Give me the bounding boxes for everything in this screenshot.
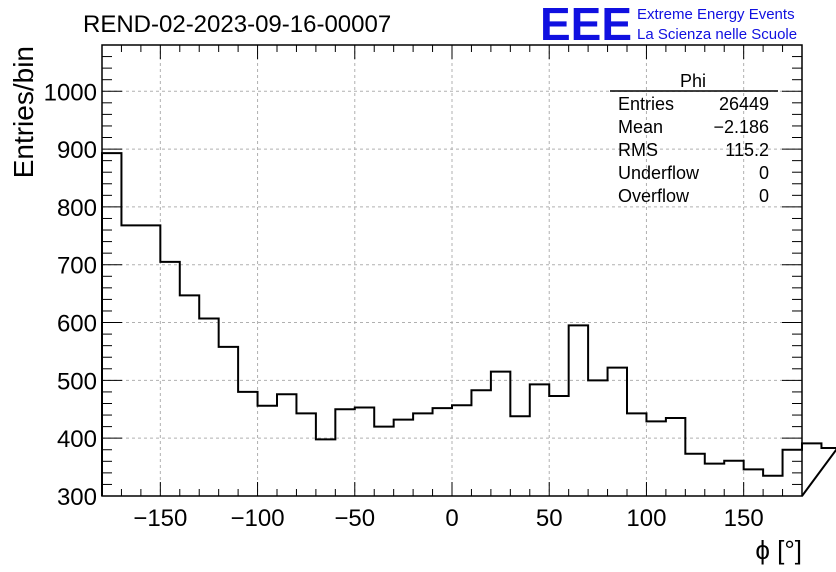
stats-value-entries: 26449 — [719, 94, 769, 114]
stats-title: Phi — [680, 71, 706, 91]
x-tick-label: 100 — [626, 505, 666, 532]
y-tick-label: 300 — [57, 484, 97, 511]
x-tick-labels: −150 −100 −50 0 50 100 150 — [133, 505, 763, 532]
x-tick-label: −50 — [334, 505, 375, 532]
stats-value-mean: −2.186 — [713, 117, 769, 137]
stats-value-underflow: 0 — [759, 163, 769, 183]
y-tick-labels: 300 400 500 600 700 800 900 1000 — [44, 79, 97, 511]
x-tick-label: 50 — [536, 505, 563, 532]
y-tick-label: 900 — [57, 137, 97, 164]
y-tick-label: 700 — [57, 253, 97, 280]
stats-label-overflow: Overflow — [618, 186, 690, 206]
stats-value-overflow: 0 — [759, 186, 769, 206]
logo-line-1: Extreme Energy Events — [637, 6, 795, 23]
logo-eee: EEE — [540, 0, 632, 50]
stats-value-rms: 115.2 — [725, 140, 769, 160]
y-tick-label: 800 — [57, 195, 97, 222]
x-tick-label: −150 — [133, 505, 187, 532]
x-axis-label: ϕ [°] — [755, 535, 802, 565]
stats-label-rms: RMS — [618, 140, 658, 160]
stats-box: Phi Entries 26449 Mean −2.186 RMS 115.2 … — [610, 71, 778, 206]
axis-ticks — [101, 44, 803, 497]
histogram-series — [101, 152, 836, 497]
y-tick-label: 1000 — [44, 79, 97, 106]
stats-label-entries: Entries — [618, 94, 674, 114]
x-tick-label: −100 — [231, 505, 285, 532]
logo-line-2: La Scienza nelle Scuole — [637, 26, 797, 43]
stats-label-underflow: Underflow — [618, 163, 700, 183]
x-tick-label: 150 — [724, 505, 764, 532]
grid-lines — [102, 45, 802, 496]
chart-title: REND-02-2023-09-16-00007 — [83, 11, 391, 38]
y-axis-label: Entries/bin — [8, 46, 39, 178]
y-tick-label: 600 — [57, 311, 97, 338]
y-tick-label: 400 — [57, 426, 97, 453]
y-tick-label: 500 — [57, 368, 97, 395]
x-tick-label: 0 — [445, 505, 458, 532]
stats-label-mean: Mean — [618, 117, 663, 137]
